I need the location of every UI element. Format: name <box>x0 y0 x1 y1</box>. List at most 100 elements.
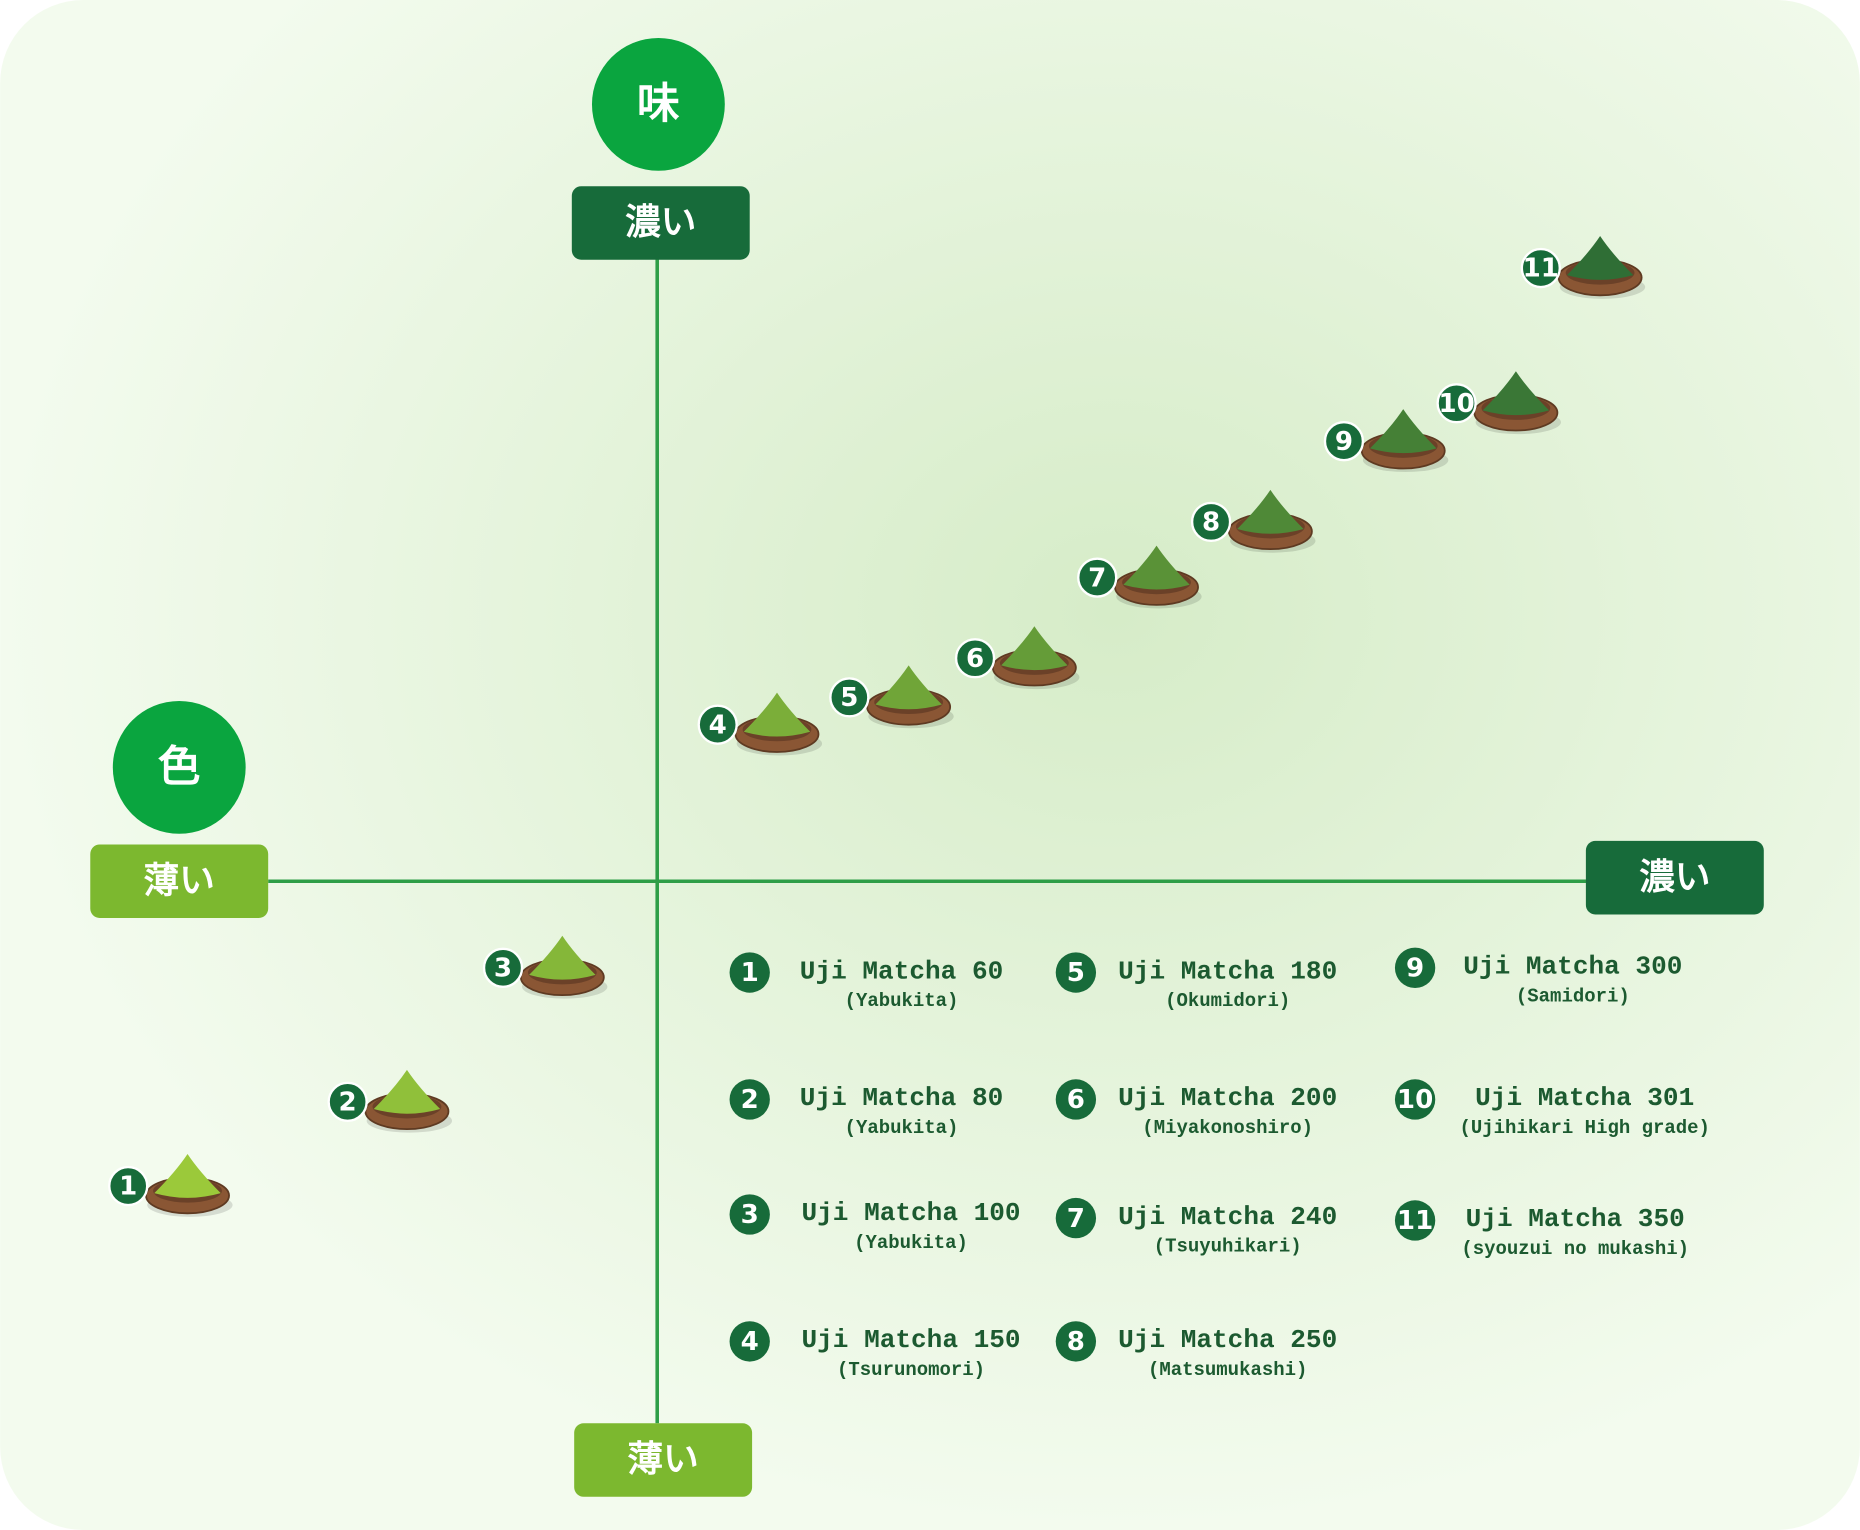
matcha-marker: 5 <box>829 665 954 729</box>
legend-name: Uji Matcha 80 <box>800 1083 1003 1113</box>
legend-variety: (syouzui no mukashi) <box>1461 1238 1689 1260</box>
number-badge <box>1077 557 1118 598</box>
taste-high-box <box>571 186 750 260</box>
legend-entry: 4 Uji Matcha 150 (Tsurunomori) <box>729 1321 1021 1381</box>
legend-name: Uji Matcha 200 <box>1118 1083 1337 1113</box>
color-low-label: 薄い <box>144 860 215 901</box>
legend-variety: (Samidori) <box>1516 985 1630 1007</box>
number-badge-text: 10 <box>1438 389 1474 419</box>
legend-name: Uji Matcha 301 <box>1475 1083 1694 1113</box>
legend-badge-text: 8 <box>1067 1327 1085 1357</box>
matcha-marker: 11 <box>1520 236 1646 299</box>
number-badge <box>327 1081 368 1122</box>
legend-badge-text: 3 <box>741 1200 759 1230</box>
legend-name: Uji Matcha 300 <box>1463 952 1682 982</box>
matcha-marker: 7 <box>1077 545 1202 609</box>
legend-entry: 3 Uji Matcha 100 (Yabukita) <box>729 1194 1021 1254</box>
legend-name: Uji Matcha 150 <box>801 1325 1020 1355</box>
legend-badge <box>729 1194 770 1235</box>
legend-badge-text: 10 <box>1397 1085 1433 1115</box>
taste-low-label: 薄い <box>628 1439 699 1480</box>
legend-badge <box>729 952 770 993</box>
number-badge <box>1190 501 1232 543</box>
legend-entry: 5 Uji Matcha 180 (Okumidori) <box>1055 952 1337 1012</box>
matcha-powder <box>1370 409 1437 454</box>
matcha-marker: 10 <box>1436 371 1561 435</box>
legend-badge <box>729 1321 770 1362</box>
legend-badge <box>729 1079 770 1120</box>
legend-entry: 2 Uji Matcha 80 (Yabukita) <box>729 1079 1003 1139</box>
legend-badge-text: 7 <box>1067 1204 1085 1234</box>
matcha-powder <box>1237 489 1304 534</box>
matcha-marker: 1 <box>108 1154 233 1217</box>
number-badge <box>1520 247 1561 289</box>
legend-badge <box>1394 1079 1436 1120</box>
color-high-label: 濃い <box>1639 857 1710 898</box>
legend-entry: 8 Uji Matcha 250 (Matsumukashi) <box>1055 1321 1337 1381</box>
matcha-marker: 4 <box>697 692 823 756</box>
number-badge-text: 5 <box>840 683 858 713</box>
legend-name: Uji Matcha 240 <box>1118 1202 1337 1232</box>
legend-badge <box>1055 1321 1097 1362</box>
legend-badge <box>1055 1197 1097 1239</box>
taste-high-label: 濃い <box>625 202 696 243</box>
legend-name: Uji Matcha 100 <box>801 1198 1020 1228</box>
legend-name: Uji Matcha 180 <box>1118 956 1337 986</box>
legend-variety: (Ujihikari High grade) <box>1459 1117 1709 1139</box>
number-badge <box>482 947 524 988</box>
matcha-powder <box>1566 236 1634 280</box>
legend-entry: 1 Uji Matcha 60 (Yabukita) <box>729 952 1003 1012</box>
legend-variety: (Okumidori) <box>1165 990 1290 1012</box>
taste-axis-label: 味 <box>637 79 680 129</box>
legend-entry: 10 Uji Matcha 301 (Ujihikari High grade) <box>1394 1079 1710 1139</box>
legend-badge-text: 6 <box>1067 1085 1085 1115</box>
taste-axis-circle <box>591 37 725 171</box>
matcha-powder <box>529 935 596 980</box>
legend-variety: (Yabukita) <box>845 1117 959 1139</box>
legend-variety: (Tsurunomori) <box>837 1359 985 1381</box>
color-axis-circle <box>112 700 246 834</box>
number-badge-text: 6 <box>966 644 984 674</box>
number-badge-text: 1 <box>119 1172 137 1202</box>
legend-badge-text: 2 <box>741 1085 759 1115</box>
color-high-box <box>1585 840 1764 915</box>
matcha-powder <box>373 1069 441 1114</box>
legend-badge-text: 9 <box>1406 954 1424 984</box>
legend-badge-text: 1 <box>741 958 759 988</box>
matcha-marker: 8 <box>1190 489 1316 553</box>
number-badge <box>1323 421 1365 462</box>
matcha-marker: 6 <box>954 626 1080 690</box>
matcha-powder <box>1123 545 1190 590</box>
number-badge-text: 11 <box>1523 254 1559 284</box>
number-badge-text: 9 <box>1335 427 1353 457</box>
legend-badge-text: 4 <box>741 1327 759 1357</box>
matcha-powder <box>1001 626 1068 671</box>
matcha-marker: 2 <box>327 1069 453 1133</box>
legend-variety: (Yabukita) <box>845 990 959 1012</box>
legend-variety: (Tsuyuhikari) <box>1154 1236 1302 1258</box>
legend-entry: 6 Uji Matcha 200 (Miyakonoshiro) <box>1055 1079 1337 1139</box>
number-badge-text: 2 <box>339 1088 357 1118</box>
number-badge <box>697 704 738 745</box>
color-axis-label: 色 <box>158 742 201 792</box>
legend-badge <box>1055 952 1097 993</box>
legend-badge <box>1394 947 1436 988</box>
matcha-powder <box>743 692 811 737</box>
legend-variety: (Miyakonoshiro) <box>1142 1117 1313 1139</box>
legend-entry: 11 Uji Matcha 350 (syouzui no mukashi) <box>1394 1200 1689 1260</box>
color-low-box <box>90 844 269 918</box>
legend-badge-text: 11 <box>1397 1206 1433 1236</box>
legend-variety: (Matsumukashi) <box>1148 1359 1307 1381</box>
legend-name: Uji Matcha 350 <box>1466 1204 1685 1234</box>
matcha-marker: 3 <box>482 935 608 999</box>
number-badge <box>954 638 996 679</box>
number-badge <box>829 677 870 718</box>
matcha-powder <box>154 1154 221 1198</box>
matcha-powder <box>875 665 942 710</box>
legend-badge <box>1055 1079 1097 1120</box>
number-badge-text: 8 <box>1202 508 1220 538</box>
number-badge <box>108 1165 149 1207</box>
number-badge-text: 3 <box>494 954 512 984</box>
